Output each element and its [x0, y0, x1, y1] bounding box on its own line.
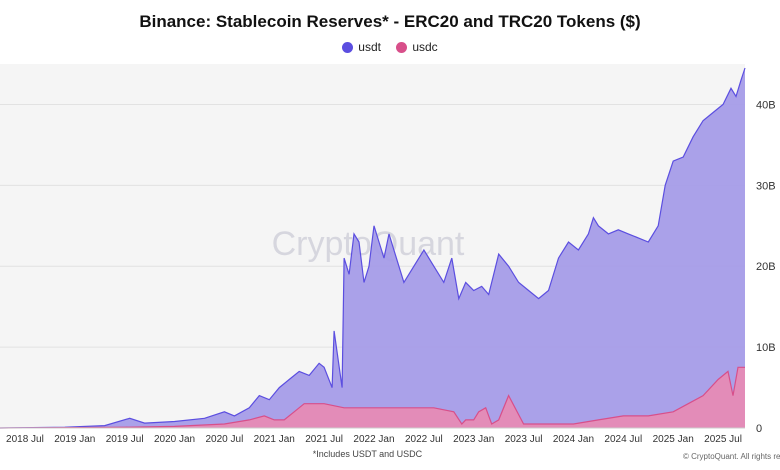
x-tick-label-6: 2021 Jul — [305, 434, 343, 445]
legend-item-usdt[interactable]: usdt — [342, 40, 381, 54]
x-tick-label-2: 2019 Jul — [106, 434, 144, 445]
legend-label-usdc: usdc — [412, 40, 438, 54]
y-tick-label-2: 20B — [756, 261, 776, 273]
x-tick-label-5: 2021 Jan — [254, 434, 295, 445]
y-tick-label-1: 10B — [756, 342, 776, 354]
x-tick-label-9: 2023 Jan — [453, 434, 494, 445]
x-tick-label-4: 2020 Jul — [205, 434, 243, 445]
y-tick-label-4: 40B — [756, 99, 776, 111]
x-tick-label-11: 2024 Jan — [553, 434, 594, 445]
watermark: CryptoQuant — [272, 225, 465, 263]
series-area-usdt — [0, 68, 745, 428]
x-tick-label-3: 2020 Jan — [154, 434, 195, 445]
x-tick-label-13: 2025 Jan — [653, 434, 694, 445]
legend-label-usdt: usdt — [358, 40, 381, 54]
chart-title: Binance: Stablecoin Reserves* - ERC20 an… — [139, 12, 641, 31]
legend-swatch-usdt — [342, 41, 354, 53]
x-tick-label-10: 2023 Jul — [505, 434, 543, 445]
footnote: *Includes USDT and USDC — [312, 449, 423, 459]
x-tick-label-12: 2024 Jul — [604, 434, 642, 445]
x-tick-label-1: 2019 Jan — [54, 434, 95, 445]
y-axis: 0 10B 20B 30B 40B — [756, 99, 776, 435]
x-tick-label-0: 2018 Jul — [6, 434, 44, 445]
series-layer — [0, 67, 746, 429]
x-tick-label-7: 2022 Jan — [353, 434, 394, 445]
x-tick-label-8: 2022 Jul — [405, 434, 443, 445]
legend-item-usdc[interactable]: usdc — [396, 40, 438, 54]
legend-swatch-usdc — [396, 41, 408, 53]
series-line-usdt — [0, 67, 746, 429]
series-area-usdc — [0, 367, 745, 428]
x-axis: 2018 Jul 2019 Jan 2019 Jul 2020 Jan 2020 Jul… — [0, 427, 745, 445]
y-tick-label-3: 30B — [756, 180, 776, 192]
legend: usdt usdc — [0, 40, 780, 56]
x-tick-label-14: 2025 Jul — [704, 434, 742, 445]
y-tick-label-0: 0 — [756, 423, 762, 435]
series-line-usdc — [0, 366, 745, 429]
copyright: © CryptoQuant. All rights reserve — [683, 452, 780, 461]
